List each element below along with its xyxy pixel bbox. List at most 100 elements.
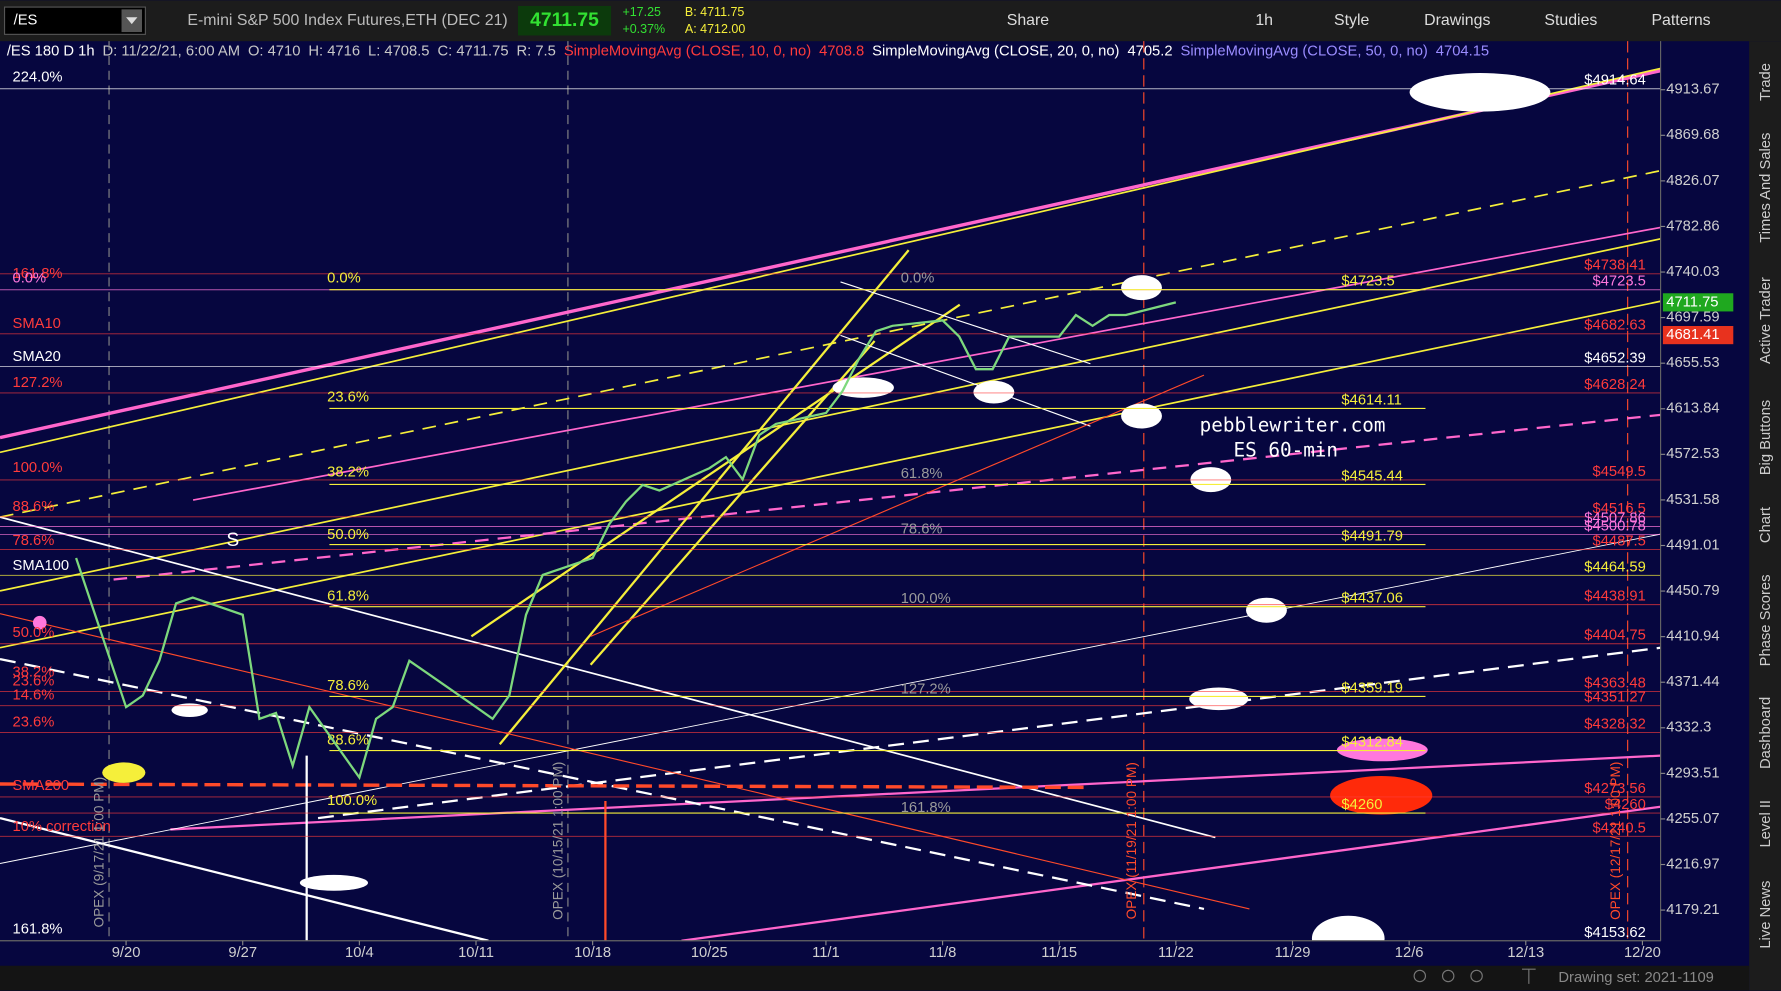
header-item: C: 4711.75 — [437, 43, 508, 59]
sidebar-tab[interactable]: Dashboard — [1758, 697, 1774, 769]
level-label: $4682.63 — [1584, 318, 1646, 334]
header-item: 4704.15 — [1436, 43, 1489, 59]
fib-label: 100.0% — [327, 793, 377, 809]
drawings — [0, 41, 1661, 962]
sidebar — [1749, 41, 1781, 991]
fib-label: $4359.19 — [1341, 680, 1403, 696]
fib-label: SMA100 — [12, 558, 69, 574]
fib-label: $4260 — [1341, 797, 1382, 813]
y-tick-label: 4782.86 — [1666, 218, 1719, 234]
sidebar-tab[interactable]: Phase Scores — [1758, 575, 1774, 667]
target-ellipse — [973, 380, 1015, 404]
sidebar-tab[interactable]: Live News — [1758, 881, 1774, 949]
trendline — [840, 334, 1091, 427]
fib-label: 88.6% — [327, 733, 369, 749]
sidebar-tab[interactable]: Times And Sales — [1758, 133, 1774, 243]
toolbar-button[interactable]: Studies — [1544, 12, 1597, 29]
fib-label: 224.0% — [12, 69, 62, 85]
sidebar-tab[interactable]: Level II — [1758, 800, 1774, 848]
x-tick-label: 11/15 — [1041, 945, 1077, 961]
trendline — [590, 374, 1205, 637]
fib-label: 78.6% — [12, 533, 54, 549]
fib-label: 78.6% — [901, 521, 943, 537]
y-tick-label: 4869.68 — [1666, 127, 1719, 143]
target-ellipse — [299, 874, 369, 891]
fib-label: 38.2% — [12, 665, 54, 681]
level-label: $4438.91 — [1584, 589, 1646, 605]
sidebar-tab[interactable]: Big Buttons — [1758, 400, 1774, 475]
trendline — [170, 754, 1661, 831]
fib-label: SMA10 — [12, 316, 60, 332]
level-label: $4738.41 — [1584, 258, 1646, 274]
sidebar-tab[interactable]: Active Trader — [1758, 277, 1774, 364]
fib-label: 50.0% — [327, 527, 369, 543]
instrument: E-mini S&P 500 Index Futures,ETH (DEC 21… — [187, 12, 507, 29]
sidebar-tab[interactable]: Chart — [1758, 507, 1774, 543]
x-tick-label: 12/6 — [1395, 945, 1424, 961]
fib-label: 100.0% — [901, 591, 951, 607]
price-box — [1662, 326, 1734, 345]
level-label: $4404.75 — [1584, 628, 1646, 644]
level-label: $4652.39 — [1584, 351, 1646, 367]
x-tick-label: 11/8 — [929, 945, 957, 961]
fib-label: 127.2% — [12, 375, 62, 391]
trendline — [0, 613, 1250, 910]
sidebar-tabs: Trade Times And Sales Active Trader Big But… — [1758, 63, 1774, 949]
fib-label: 61.8% — [901, 466, 943, 482]
header-item: D: 11/22/21, 6:00 AM — [103, 43, 240, 59]
toolbar-button[interactable]: Style — [1334, 12, 1369, 29]
fib-label: $4312.84 — [1341, 735, 1403, 751]
trendline — [589, 340, 876, 666]
header-item: SimpleMovingAvg (CLOSE, 10, 0, no) — [564, 43, 811, 59]
symbol: /ES — [14, 13, 38, 29]
level-label: $4351.27 — [1584, 690, 1646, 706]
trendline — [0, 816, 489, 942]
opex-label: OPEX (12/17/21 1:00 PM) — [1608, 762, 1623, 920]
header-item: /ES 180 D 1h — [7, 43, 95, 59]
fib-label: 161.8% — [12, 921, 62, 937]
opex-label: OPEX (10/15/21 1:00 PM) — [550, 762, 565, 920]
x-tick-label: 11/29 — [1275, 945, 1311, 961]
plot-area: $4914.64$4738.41$4723.5$4682.63$4652.39$… — [0, 69, 1661, 942]
watermark: ES 60-min — [1233, 439, 1338, 462]
dropdown-arrow — [126, 17, 138, 25]
fib-label: 23.6% — [12, 715, 54, 731]
x-tick-label: 9/27 — [228, 945, 257, 961]
opex-label: OPEX (9/17/21 1:00 PM) — [92, 777, 107, 928]
header-item: O: 4710 — [248, 43, 300, 59]
level-label: $4328.32 — [1584, 716, 1646, 732]
zoom-controls[interactable] — [1413, 968, 1536, 984]
y-tick-label: 4826.07 — [1666, 173, 1719, 189]
level-label: $4363.48 — [1584, 675, 1646, 691]
x-tick-label: 9/20 — [112, 945, 141, 961]
toolbar-button[interactable]: Share — [1007, 12, 1050, 29]
x-tick-label: 10/18 — [574, 945, 611, 961]
footer-bar — [0, 965, 1750, 991]
trendline — [498, 249, 910, 745]
sidebar-tab[interactable]: Trade — [1758, 63, 1774, 101]
fib-label: 50.0% — [12, 625, 54, 641]
price-line — [75, 301, 1177, 781]
y-tick-label: 4216.97 — [1666, 856, 1719, 872]
target-ellipse — [102, 762, 146, 783]
toolbar-button[interactable]: Patterns — [1651, 12, 1710, 29]
study-header: /ES 180 D 1h D: 11/22/21, 6:00 AM O: 4710 H… — [7, 43, 1489, 59]
fib-label: 61.8% — [327, 588, 369, 604]
change: +17.25 — [622, 5, 661, 19]
fib-label: 14.6% — [12, 687, 54, 703]
level-label: $4273.56 — [1584, 781, 1646, 797]
toolbar-button[interactable]: 1h — [1255, 12, 1273, 29]
target-ellipse — [832, 377, 894, 398]
fib-label: 78.6% — [327, 678, 369, 694]
toolbar-button[interactable]: Drawings — [1424, 12, 1490, 29]
trendline — [0, 67, 1661, 454]
fib-label: 127.2% — [901, 682, 951, 698]
target-ellipse — [1330, 776, 1433, 815]
header-item: H: 4716 — [308, 43, 360, 59]
target-ellipse — [1121, 275, 1162, 301]
level-label: $4240.5 — [1593, 820, 1646, 836]
toolbar-buttons: Share 1h Style Drawings Studies Patterns — [1007, 12, 1711, 29]
fib-label: $4437.06 — [1341, 591, 1403, 607]
